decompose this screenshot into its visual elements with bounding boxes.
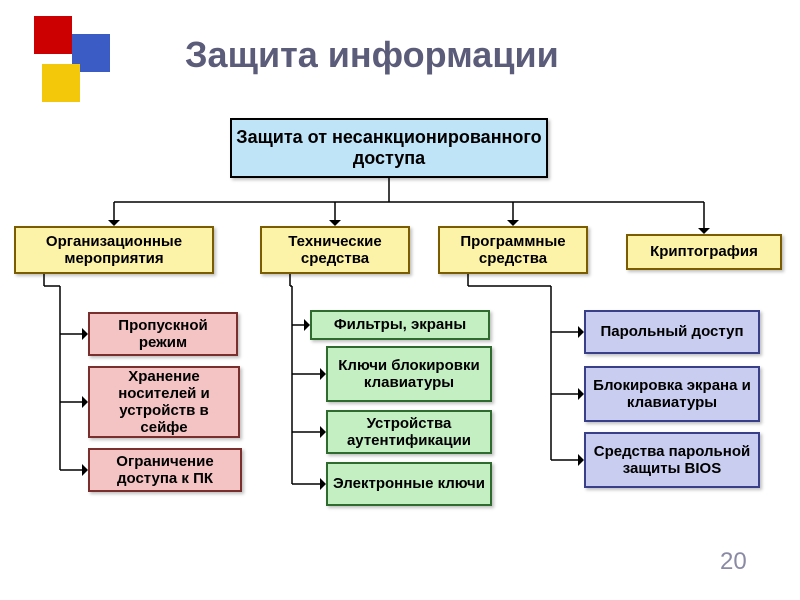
node-category-cryptography: Криптография — [626, 234, 782, 270]
node-tech-ekeys: Электронные ключи — [326, 462, 492, 506]
node-org-access-control: Пропускной режим — [88, 312, 238, 356]
node-tech-filters: Фильтры, экраны — [310, 310, 490, 340]
page-title: Защита информации — [185, 34, 559, 76]
flowchart-connectors — [0, 0, 800, 600]
page-number: 20 — [720, 548, 747, 576]
node-org-pc-restriction: Ограничение доступа к ПК — [88, 448, 242, 492]
node-category-technical: Технические средства — [260, 226, 410, 274]
node-prog-password: Парольный доступ — [584, 310, 760, 354]
logo-square-red — [34, 16, 72, 54]
node-prog-screen-lock: Блокировка экрана и клавиатуры — [584, 366, 760, 422]
node-category-organizational: Организационные мероприятия — [14, 226, 214, 274]
node-tech-keyboard-lock: Ключи блокировки клавиатуры — [326, 346, 492, 402]
logo-square-yellow — [42, 64, 80, 102]
node-prog-bios: Средства парольной защиты BIOS — [584, 432, 760, 488]
node-org-safe-storage: Хранение носителей и устройств в сейфе — [88, 366, 240, 438]
node-category-software: Программные средства — [438, 226, 588, 274]
node-root: Защита от несанкционированного доступа — [230, 118, 548, 178]
node-tech-auth-devices: Устройства аутентификации — [326, 410, 492, 454]
